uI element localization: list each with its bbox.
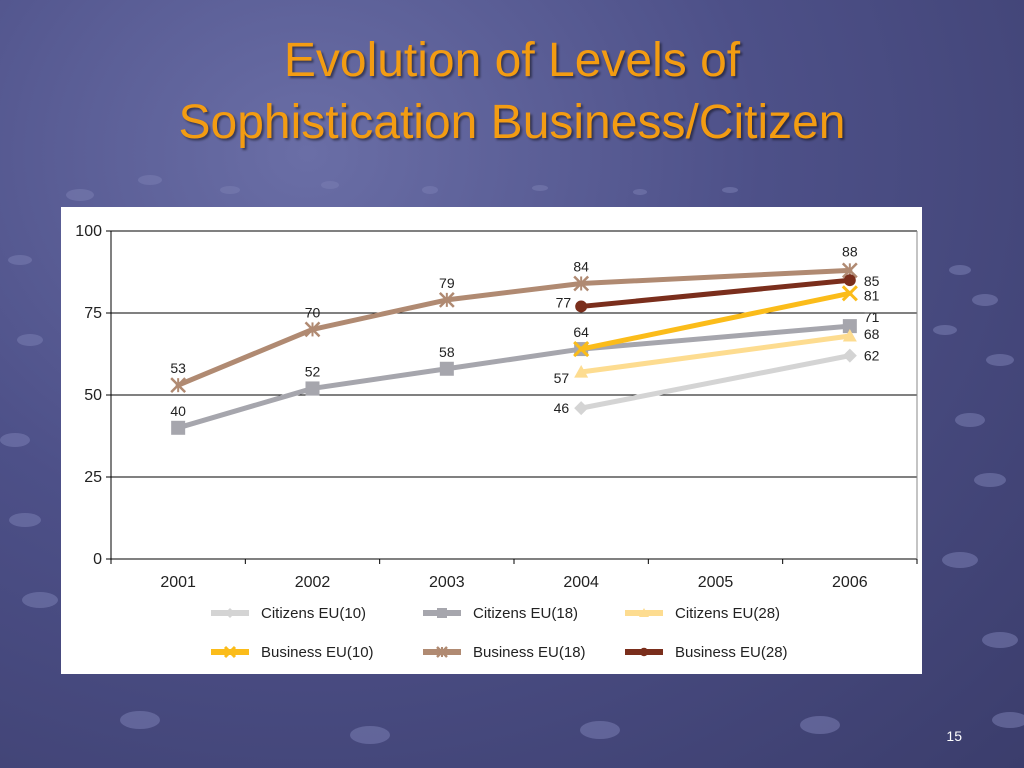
- x-tick-label-2001: 2001: [160, 574, 196, 591]
- point-citizens-eu-10-2004: [574, 401, 589, 416]
- slide-title-line-1: Evolution of Levels of: [283, 34, 741, 87]
- x-tick-label-2002: 2002: [295, 574, 331, 591]
- data-label-citizens-eu-18-2001: 40: [170, 403, 186, 419]
- legend-label-business-eu-28: Business EU(28): [675, 644, 788, 661]
- y-tick-label-0: 0: [93, 551, 102, 568]
- legend-marker-citizens-eu-28: [639, 608, 649, 617]
- series-line-business-eu-10: [578, 290, 853, 352]
- data-label-business-eu-18-2003: 79: [439, 275, 455, 291]
- data-label-citizens-eu-18-2003: 58: [439, 344, 455, 360]
- point-citizens-eu-28-2006: [842, 328, 857, 342]
- legend-marker-business-eu-18: [436, 646, 448, 658]
- legend-label-citizens-eu-18: Citizens EU(18): [473, 605, 578, 622]
- data-label-citizens-eu-18-2002: 52: [305, 363, 321, 379]
- legend-label-business-eu-18: Business EU(18): [473, 644, 586, 661]
- x-tick-label-2006: 2006: [832, 574, 868, 591]
- point-business-eu-18-2003: [438, 291, 455, 308]
- y-tick-label-75: 75: [84, 305, 102, 322]
- point-business-eu-28-2006: [843, 274, 856, 287]
- series-line-citizens-eu-10: [578, 353, 853, 411]
- legend-marker-citizens-eu-10: [225, 608, 235, 618]
- y-tick-label-50: 50: [84, 387, 102, 404]
- point-business-eu-18-2002: [304, 321, 321, 338]
- data-label-business-eu-18-2002: 70: [305, 304, 321, 320]
- data-label-citizens-eu-28-2004: 57: [554, 370, 570, 386]
- data-label-citizens-eu-10-2004: 46: [554, 400, 570, 416]
- series-line-citizens-eu-28: [578, 333, 853, 375]
- slide-title: Evolution of Levels of Sophistication Bu…: [0, 30, 1024, 154]
- slide-title-line-2: Sophistication Business/Citizen: [178, 96, 846, 149]
- point-business-eu-18-2001: [170, 377, 187, 394]
- data-label-business-eu-28-2006: 85: [864, 273, 880, 289]
- legend-marker-business-eu-10: [223, 645, 237, 659]
- point-business-eu-10-2006: [841, 285, 858, 302]
- x-tick-label-2005: 2005: [698, 574, 734, 591]
- point-citizens-eu-28-2004: [574, 365, 589, 378]
- point-citizens-eu-10-2006: [842, 348, 857, 363]
- y-tick-label-25: 25: [84, 469, 102, 486]
- data-label-citizens-eu-28-2006: 68: [864, 326, 880, 342]
- point-citizens-eu-18-2003: [439, 361, 454, 376]
- point-citizens-eu-18-2006: [842, 319, 857, 334]
- series-line-business-eu-28: [578, 277, 853, 309]
- x-tick-label-2004: 2004: [563, 574, 599, 591]
- point-business-eu-10-2004: [573, 341, 590, 358]
- line-chart: 0 25 50 75 100 2001 2002 2003 2004 2005 2006 46 62 40…: [75, 223, 918, 661]
- data-label-citizens-eu-18-2006: 71: [864, 309, 880, 325]
- legend-marker-business-eu-28: [639, 647, 649, 657]
- chart-panel: 0 25 50 75 100 2001 2002 2003 2004 2005 2006 46 62 40…: [61, 207, 922, 674]
- legend-label-citizens-eu-28: Citizens EU(28): [675, 605, 780, 622]
- data-label-business-eu-18-2001: 53: [170, 360, 186, 376]
- y-tick-label-100: 100: [75, 223, 102, 240]
- point-citizens-eu-18-2001: [171, 420, 186, 435]
- data-label-citizens-eu-10-2006: 62: [864, 348, 880, 364]
- data-label-citizens-eu-18-2004: 64: [573, 324, 589, 340]
- legend-label-citizens-eu-10: Citizens EU(10): [261, 605, 366, 622]
- legend-label-business-eu-10: Business EU(10): [261, 644, 374, 661]
- data-label-business-eu-28-2004: 77: [556, 294, 572, 310]
- point-business-eu-28-2004: [575, 300, 588, 313]
- legend-marker-citizens-eu-18: [437, 608, 447, 618]
- page-number: 15: [946, 728, 962, 744]
- data-label-business-eu-10-2006: 81: [864, 287, 880, 303]
- x-tick-label-2003: 2003: [429, 574, 465, 591]
- data-label-business-eu-18-2004: 84: [573, 258, 589, 274]
- point-business-eu-18-2004: [573, 275, 590, 292]
- data-label-business-eu-18-2006: 88: [842, 243, 858, 259]
- point-citizens-eu-18-2002: [305, 381, 320, 396]
